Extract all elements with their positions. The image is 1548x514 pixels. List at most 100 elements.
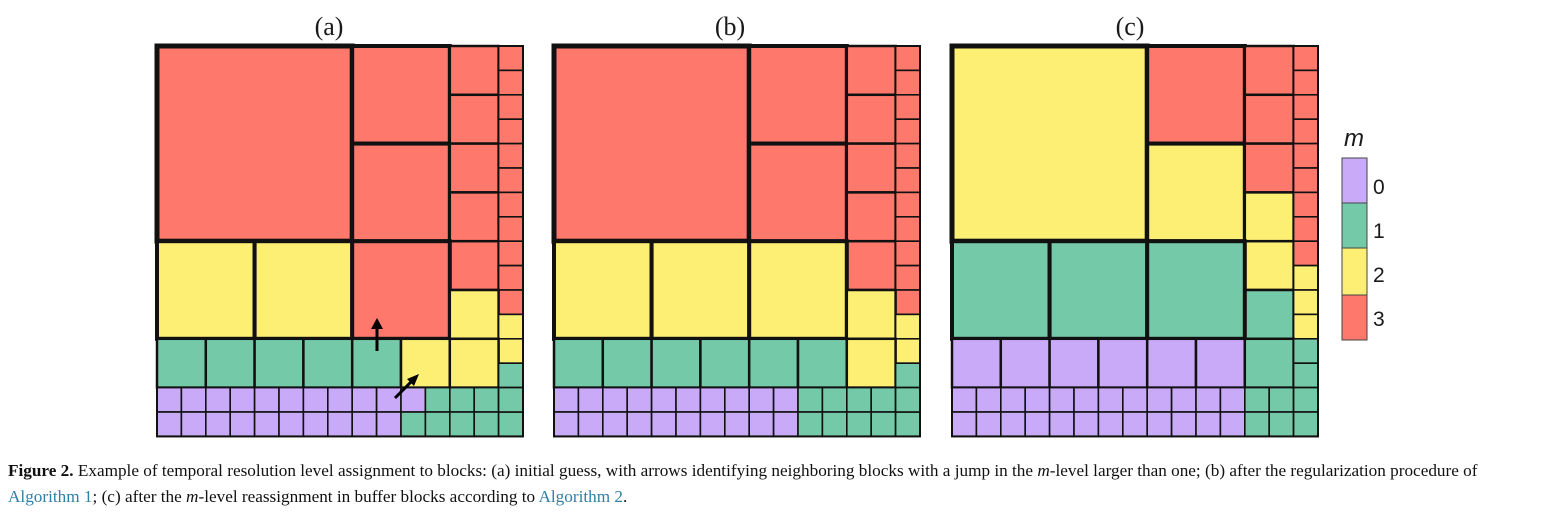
block-m3 [894, 94, 921, 121]
block-m0 [699, 411, 726, 438]
block-m3 [845, 142, 897, 194]
block-m3 [350, 239, 452, 341]
block-m0 [156, 411, 183, 438]
block-m2 [949, 43, 1150, 244]
block-m0 [1024, 386, 1051, 413]
block-m1 [1047, 239, 1150, 341]
block-m0 [1195, 386, 1222, 413]
block-m3 [1292, 191, 1319, 218]
block-m3 [1292, 118, 1319, 145]
block-m1 [870, 386, 897, 413]
block-m3 [497, 191, 524, 218]
block-m3 [497, 240, 524, 267]
panel-frame [951, 45, 1319, 438]
block-m0 [1097, 337, 1149, 389]
block-m0 [999, 411, 1026, 438]
block-m0 [723, 411, 750, 438]
block-m2 [497, 313, 524, 340]
block-m0 [975, 411, 1002, 438]
block-m2 [1292, 313, 1319, 340]
block-m1 [845, 411, 872, 438]
block-m2 [1292, 289, 1319, 316]
block-m3 [350, 44, 452, 146]
jump-arrows [371, 318, 419, 400]
block-m3 [448, 191, 500, 243]
block-m1 [796, 337, 849, 389]
block-m1 [1244, 386, 1271, 413]
block-m1 [155, 337, 208, 389]
caption-m-1: m [1037, 461, 1050, 480]
block-m3 [894, 142, 921, 169]
block-m0 [626, 386, 653, 413]
block-m1 [552, 337, 605, 389]
block-m0 [553, 411, 580, 438]
block-m1 [473, 386, 500, 413]
block-m3 [1292, 69, 1319, 96]
block-m1 [747, 337, 800, 389]
block-m2 [448, 288, 500, 341]
block-m0 [351, 411, 378, 438]
block-m1 [424, 411, 451, 438]
panel-frame [156, 45, 524, 438]
block-m3 [448, 44, 500, 97]
block-m3 [448, 93, 500, 145]
block-m0 [577, 386, 604, 413]
block-m1 [302, 337, 354, 389]
block-m1 [797, 386, 824, 413]
block-m1 [870, 411, 897, 438]
block-m0 [156, 386, 183, 413]
block-m0 [1219, 411, 1246, 438]
block-m1 [821, 386, 848, 413]
block-m3 [845, 191, 897, 243]
block-m3 [845, 44, 897, 97]
block-m1 [1292, 386, 1319, 413]
block-m1 [894, 362, 921, 389]
block-m1 [1292, 411, 1319, 438]
block-m2 [747, 239, 849, 341]
block-m0 [1170, 386, 1197, 413]
block-m1 [821, 411, 848, 438]
block-m3 [894, 167, 921, 194]
block-m1 [1244, 411, 1271, 438]
block-m3 [497, 264, 524, 291]
block-m3 [894, 240, 921, 267]
block-m3 [845, 239, 897, 292]
legend-title: m [1344, 125, 1364, 152]
block-m1 [473, 411, 500, 438]
legend-level-0: 0 [1373, 176, 1385, 199]
block-m0 [553, 386, 580, 413]
arrow-up-icon [371, 318, 383, 351]
block-m3 [1292, 167, 1319, 194]
block-m3 [497, 142, 524, 169]
block-m2 [1243, 239, 1295, 292]
block-m2 [448, 337, 500, 389]
block-m0 [650, 386, 677, 413]
block-m1 [699, 337, 751, 389]
block-m0 [351, 386, 378, 413]
block-m3 [497, 45, 524, 72]
legend-swatch-1 [1341, 202, 1368, 249]
algorithm-1-link[interactable]: Algorithm 1 [8, 487, 93, 506]
block-m1 [497, 411, 524, 438]
block-m0 [400, 386, 427, 413]
block-m1 [894, 411, 921, 438]
block-m0 [278, 386, 305, 413]
caption-m-2: m [186, 487, 199, 506]
block-m0 [1122, 386, 1149, 413]
block-m1 [950, 239, 1052, 341]
block-m1 [1292, 362, 1319, 389]
block-m3 [350, 141, 452, 244]
block-m0 [601, 386, 628, 413]
block-m2 [155, 239, 257, 341]
block-m0 [1195, 411, 1222, 438]
algorithm-2-link[interactable]: Algorithm 2 [538, 487, 623, 506]
block-m2 [894, 313, 921, 340]
block-m3 [1243, 44, 1295, 97]
block-m2 [552, 239, 654, 341]
block-m0 [205, 386, 232, 413]
block-m0 [951, 411, 978, 438]
block-m1 [601, 337, 653, 389]
caption-text-4: -level reassignment in buffer blocks acc… [198, 487, 539, 506]
block-m0 [1145, 337, 1198, 389]
caption-text-3: ; (c) after the [92, 487, 187, 506]
